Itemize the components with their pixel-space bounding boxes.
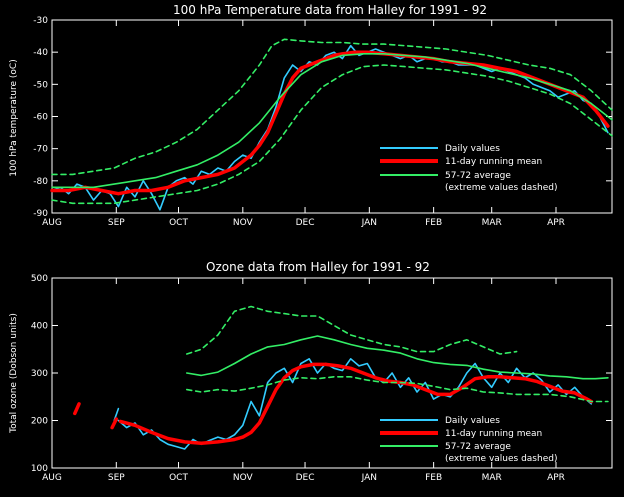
temperature-legend-mean-label: 11-day running mean xyxy=(445,157,542,167)
ozone-legend-daily-label: Daily values xyxy=(445,416,500,426)
temperature-y-tick-label: -50 xyxy=(33,80,48,90)
ozone-x-tick-label-feb: FEB xyxy=(425,473,442,483)
ozone-chart-title: Ozone data from Halley for 1991 - 92 xyxy=(206,260,430,274)
temperature-x-tick-label-dec: DEC xyxy=(296,218,315,228)
temperature-series-57-72-upper-extreme xyxy=(51,38,613,176)
ozone-panel: Ozone data from Halley for 1991 - 92 Tot… xyxy=(9,260,613,483)
temperature-x-ticks: AUG SEP OCT NOV DEC JAN FEB MAR APR xyxy=(42,20,565,228)
ozone-x-tick-label-sep: SEP xyxy=(108,473,125,483)
temperature-legend: Daily values 11-day running mean 57-72 a… xyxy=(380,144,557,193)
temperature-y-axis-label: 100 hPa temperature (oC) xyxy=(9,59,19,176)
temperature-legend-average-label: 57-72 average xyxy=(445,171,511,181)
ozone-legend: Daily values 11-day running mean 57-72 a… xyxy=(380,416,557,464)
temperature-y-tick-label: -90 xyxy=(33,209,48,219)
ozone-series-11-day-running-mean xyxy=(118,362,594,446)
temperature-x-tick-label-apr: APR xyxy=(547,218,565,228)
ozone-y-axis-label: Total ozone (Dobson units) xyxy=(9,313,19,434)
temperature-y-tick-label: -60 xyxy=(33,113,48,123)
temperature-y-tick-label: -40 xyxy=(33,48,48,58)
temperature-series xyxy=(50,38,613,211)
temperature-x-tick-label-nov: NOV xyxy=(233,218,254,228)
temperature-y-ticks: -30 -40 -50 -60 -70 -80 -90 xyxy=(33,16,612,219)
temperature-x-tick-label-aug: AUG xyxy=(42,218,62,228)
ozone-series-11-day-running-mean-sep xyxy=(110,417,119,430)
ozone-series xyxy=(73,305,609,450)
ozone-y-tick-label: 200 xyxy=(31,417,48,427)
temperature-series-11-day-running-mean xyxy=(50,50,610,196)
temperature-legend-daily-label: Daily values xyxy=(445,144,500,154)
temperature-y-tick-label: -30 xyxy=(33,16,48,26)
ozone-legend-mean-label: 11-day running mean xyxy=(445,429,542,439)
ozone-x-tick-label-oct: OCT xyxy=(169,473,188,483)
ozone-y-tick-label: 100 xyxy=(31,464,48,474)
ozone-x-tick-label-jan: JAN xyxy=(361,473,377,483)
ozone-series-57-72-upper-extreme xyxy=(186,305,518,355)
temperature-x-tick-label-feb: FEB xyxy=(425,218,442,228)
temperature-x-tick-label-oct: OCT xyxy=(169,218,188,228)
ozone-y-ticks: 100 200 300 400 500 xyxy=(31,274,612,474)
ozone-x-ticks: AUG SEP OCT NOV DEC JAN FEB MAR APR xyxy=(42,278,565,483)
ozone-legend-average-label: 57-72 average xyxy=(445,442,511,452)
temperature-y-tick-label: -70 xyxy=(33,145,48,155)
temperature-x-tick-label-sep: SEP xyxy=(108,218,125,228)
ozone-x-tick-label-dec: DEC xyxy=(296,473,315,483)
temperature-series-57-72-average xyxy=(51,52,613,189)
ozone-series-57-72-average xyxy=(186,335,609,380)
temperature-y-tick-label: -80 xyxy=(33,177,48,187)
ozone-y-tick-label: 300 xyxy=(31,369,48,379)
temperature-x-tick-label-jan: JAN xyxy=(361,218,377,228)
ozone-y-tick-label: 400 xyxy=(31,322,48,332)
ozone-x-tick-label-aug: AUG xyxy=(42,473,62,483)
ozone-x-tick-label-mar: MAR xyxy=(482,473,502,483)
ozone-legend-extreme-label: (extreme values dashed) xyxy=(445,454,557,464)
temperature-panel: 100 hPa Temperature data from Halley for… xyxy=(9,3,613,228)
temperature-chart-title: 100 hPa Temperature data from Halley for… xyxy=(173,3,487,17)
temperature-series-57-72-lower-extreme xyxy=(51,64,613,205)
ozone-x-tick-label-apr: APR xyxy=(547,473,565,483)
ozone-y-tick-label: 500 xyxy=(31,274,48,284)
ozone-x-tick-label-nov: NOV xyxy=(233,473,254,483)
temperature-x-tick-label-mar: MAR xyxy=(482,218,502,228)
ozone-series-57-72-lower-extreme xyxy=(186,375,609,403)
temperature-legend-extreme-label: (extreme values dashed) xyxy=(445,183,557,193)
ozone-series-11-day-running-mean-early xyxy=(73,402,81,416)
